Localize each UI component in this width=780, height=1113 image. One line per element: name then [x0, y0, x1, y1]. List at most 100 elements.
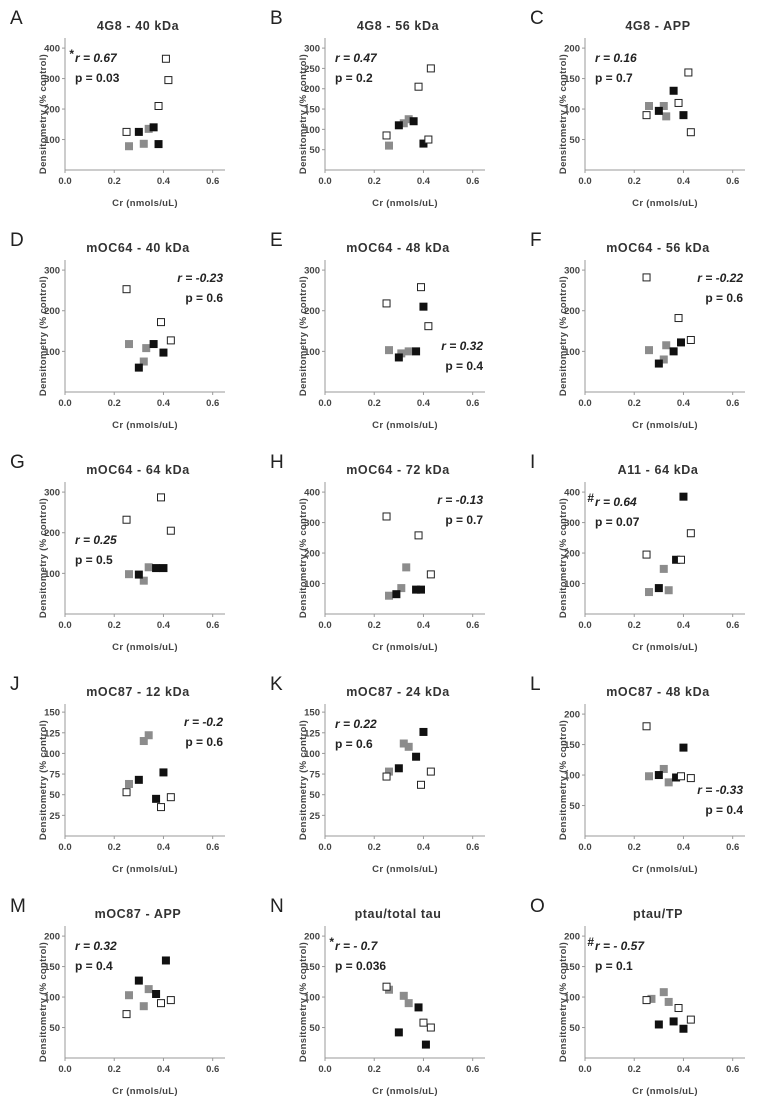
- panel-letter: O: [530, 896, 545, 917]
- x-tick-label: 0.2: [368, 620, 381, 631]
- data-point-open: [382, 512, 391, 521]
- x-tick-label: 0.0: [578, 176, 591, 187]
- x-axis-label: Cr (nmols/uL): [632, 864, 698, 875]
- data-point-gray: [125, 779, 133, 788]
- data-point-black: [394, 121, 403, 130]
- x-tick-label: 0.6: [726, 398, 739, 409]
- data-point-gray: [662, 112, 671, 121]
- y-tick-label: 200: [304, 932, 320, 943]
- y-tick-label: 200: [44, 528, 60, 539]
- y-tick-label: 50: [49, 1023, 60, 1034]
- x-tick-label: 0.4: [677, 1064, 691, 1075]
- data-point-open: [417, 780, 425, 789]
- y-tick-label: 125: [44, 728, 61, 739]
- data-point-gray: [645, 588, 653, 597]
- data-point-gray: [399, 991, 408, 1000]
- y-tick-label: 150: [44, 708, 60, 719]
- data-point-black: [159, 768, 168, 777]
- data-point-gray: [125, 570, 133, 579]
- x-tick-label: 0.2: [368, 176, 381, 187]
- data-point-open: [642, 722, 651, 731]
- data-point-black: [654, 359, 663, 368]
- x-tick-label: 0.4: [157, 398, 171, 409]
- y-tick-label: 200: [44, 105, 60, 116]
- x-tick-label: 0.6: [726, 176, 739, 187]
- data-point-open: [426, 767, 435, 776]
- data-point-black: [677, 338, 685, 347]
- r-value-label: r = 0.22: [335, 717, 377, 731]
- y-tick-label: 150: [304, 105, 320, 116]
- data-point-open: [642, 111, 651, 120]
- data-point-open: [157, 803, 165, 812]
- y-tick-label: 300: [44, 266, 60, 277]
- significance-marker: #: [587, 491, 594, 505]
- data-point-black: [654, 1020, 663, 1029]
- x-tick-label: 0.6: [206, 620, 219, 631]
- data-point-black: [419, 139, 428, 148]
- y-tick-label: 150: [304, 708, 320, 719]
- chart-title: mOC87 - 12 kDa: [86, 685, 190, 699]
- p-value-label: p = 0.03: [75, 71, 120, 85]
- x-axis-label: Cr (nmols/uL): [372, 198, 438, 209]
- x-tick-label: 0.6: [206, 842, 219, 853]
- x-tick-label: 0.4: [677, 620, 691, 631]
- x-axis-label: Cr (nmols/uL): [372, 864, 438, 875]
- panel-letter: F: [530, 230, 542, 251]
- p-value-label: p = 0.1: [595, 959, 633, 973]
- data-point-black: [154, 140, 163, 149]
- y-tick-label: 200: [44, 932, 60, 943]
- data-point-open: [154, 102, 163, 110]
- data-point-gray: [144, 563, 153, 572]
- chart-title: mOC64 - 40 kDa: [86, 241, 190, 255]
- x-tick-label: 0.0: [318, 842, 331, 853]
- y-tick-label: 100: [44, 569, 60, 580]
- x-tick-label: 0.6: [466, 176, 479, 187]
- panel-letter: I: [530, 452, 535, 473]
- data-point-open: [166, 336, 175, 345]
- y-tick-label: 300: [44, 74, 60, 85]
- y-tick-label: 150: [304, 962, 320, 973]
- data-point-open: [161, 54, 170, 63]
- x-tick-label: 0.2: [628, 842, 641, 853]
- data-point-black: [394, 764, 403, 773]
- panel-letter: E: [270, 230, 283, 251]
- data-point-gray: [659, 564, 668, 573]
- panel-letter: G: [10, 452, 25, 473]
- panel-letter: B: [270, 8, 283, 29]
- x-axis-label: Cr (nmols/uL): [112, 420, 178, 431]
- y-tick-label: 100: [44, 993, 60, 1004]
- data-point-gray: [659, 355, 668, 364]
- data-point-open: [642, 996, 651, 1005]
- y-tick-label: 100: [44, 749, 60, 760]
- p-value-label: p = 0.4: [445, 359, 483, 373]
- data-point-open: [426, 1023, 435, 1032]
- y-axis-label: Densitometry (% control): [38, 942, 49, 1062]
- y-tick-label: 200: [564, 932, 580, 943]
- panel-letter: D: [10, 230, 24, 251]
- chart-panel-c: C 4G8 - APP 50 100 150 200 0.0 0.2 0.4 0.6 Cr (nmo…: [520, 0, 780, 222]
- x-tick-label: 0.2: [628, 398, 641, 409]
- data-point-open: [674, 314, 683, 323]
- x-axis-label: Cr (nmols/uL): [372, 642, 438, 653]
- x-tick-label: 0.0: [58, 1064, 71, 1075]
- y-axis-label: Densitometry (% control): [298, 498, 309, 618]
- y-tick-label: 100: [564, 993, 580, 1004]
- data-point-gray: [142, 344, 151, 353]
- x-tick-label: 0.6: [466, 1064, 479, 1075]
- x-tick-label: 0.4: [157, 842, 171, 853]
- data-point-open: [686, 774, 695, 783]
- data-point-open: [414, 82, 423, 91]
- y-tick-label: 100: [564, 771, 580, 782]
- data-point-black: [669, 347, 678, 356]
- data-point-black: [149, 123, 158, 132]
- data-point-black: [159, 348, 168, 357]
- data-point-open: [642, 550, 651, 559]
